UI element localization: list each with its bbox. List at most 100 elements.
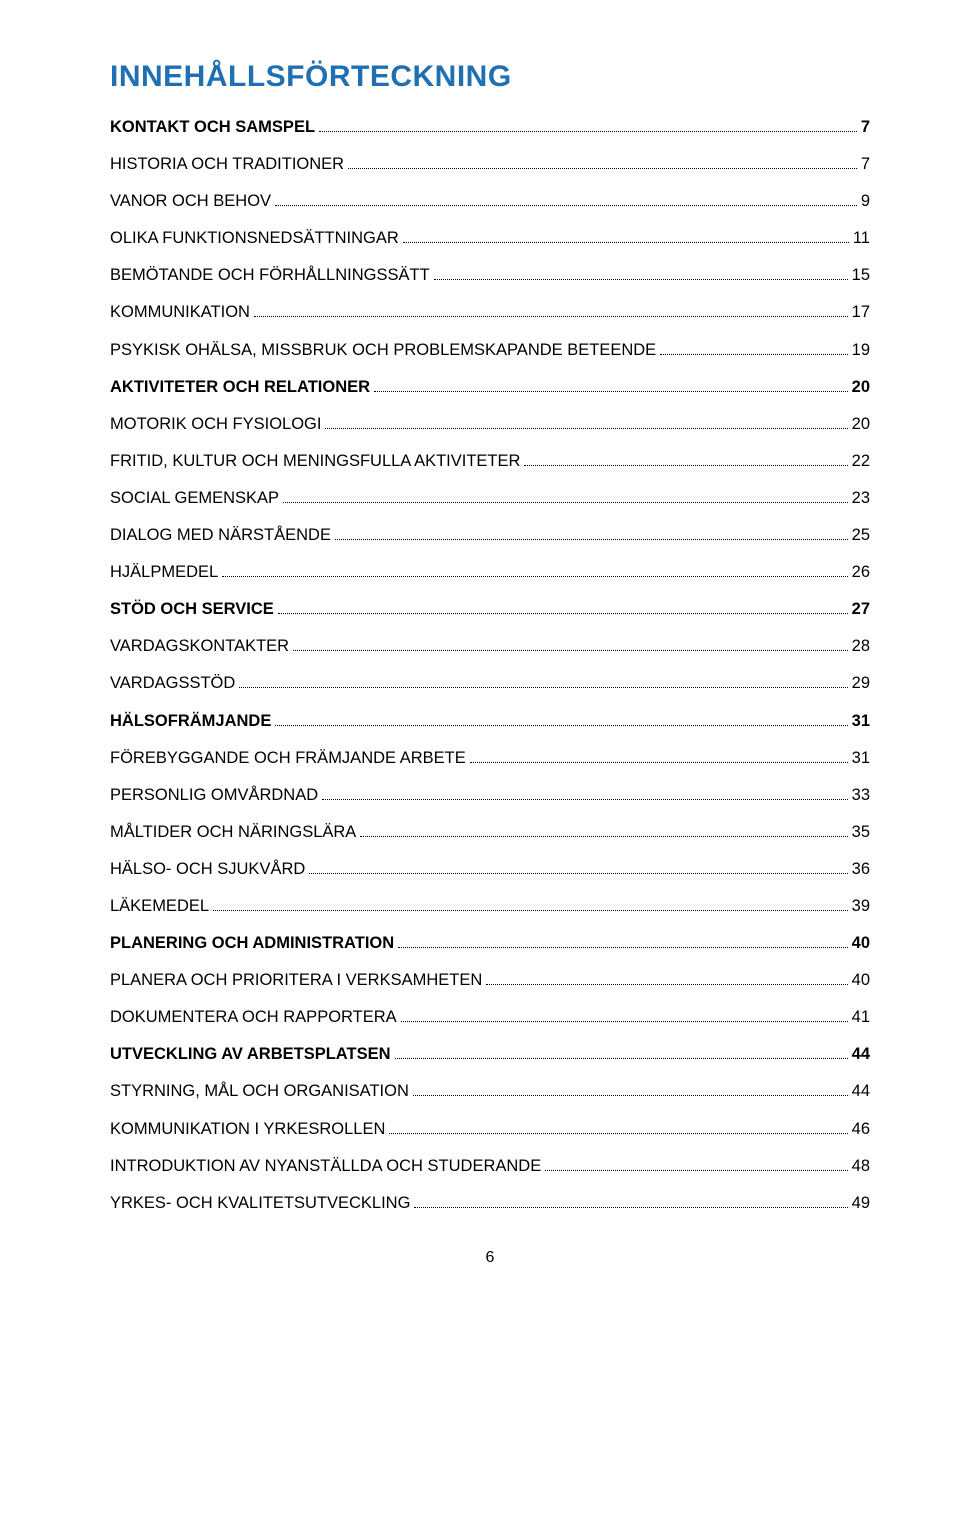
- toc-leader: [283, 490, 848, 503]
- toc-label: OLIKA FUNKTIONSNEDSÄTTNINGAR: [110, 227, 399, 250]
- toc-label: STYRNING, MÅL OCH ORGANISATION: [110, 1080, 409, 1103]
- toc-row: STYRNING, MÅL OCH ORGANISATION 44: [110, 1080, 870, 1103]
- toc-label: PSYKISK OHÄLSA, MISSBRUK OCH PROBLEMSKAP…: [110, 339, 656, 362]
- toc-label: MÅLTIDER OCH NÄRINGSLÄRA: [110, 821, 356, 844]
- toc-leader: [360, 824, 847, 837]
- toc-row: VANOR OCH BEHOV9: [110, 190, 870, 213]
- toc-page: 31: [852, 747, 870, 770]
- toc-row: KONTAKT OCH SAMSPEL7: [110, 116, 870, 139]
- toc-row: MÅLTIDER OCH NÄRINGSLÄRA 35: [110, 821, 870, 844]
- toc-leader: [486, 972, 847, 985]
- toc-row: HISTORIA OCH TRADITIONER 7: [110, 153, 870, 176]
- toc-page: 7: [861, 153, 870, 176]
- toc-leader: [398, 935, 847, 948]
- toc-page: 31: [852, 710, 870, 733]
- toc-leader: [413, 1083, 848, 1096]
- toc-leader: [403, 230, 849, 243]
- toc-page: 33: [852, 784, 870, 807]
- toc-label: INTRODUKTION AV NYANSTÄLLDA OCH STUDERAN…: [110, 1155, 541, 1178]
- toc-label: STÖD OCH SERVICE: [110, 598, 274, 621]
- toc-label: UTVECKLING AV ARBETSPLATSEN: [110, 1043, 391, 1066]
- toc-page: 44: [852, 1043, 870, 1066]
- toc-leader: [414, 1195, 847, 1208]
- toc-row: YRKES- OCH KVALITETSUTVECKLING 49: [110, 1192, 870, 1215]
- toc-leader: [470, 749, 848, 762]
- toc-label: HISTORIA OCH TRADITIONER: [110, 153, 344, 176]
- toc-label: HÄLSOFRÄMJANDE: [110, 710, 271, 733]
- toc-leader: [660, 341, 847, 354]
- toc-row: FÖREBYGGANDE OCH FRÄMJANDE ARBETE31: [110, 747, 870, 770]
- toc-leader: [293, 638, 848, 651]
- toc-row: UTVECKLING AV ARBETSPLATSEN 44: [110, 1043, 870, 1066]
- toc-page: 17: [852, 301, 870, 324]
- toc-row: VARDAGSSTÖD29: [110, 672, 870, 695]
- toc-label: BEMÖTANDE OCH FÖRHÅLLNINGSSÄTT: [110, 264, 430, 287]
- toc-page: 36: [852, 858, 870, 881]
- toc-leader: [325, 416, 847, 429]
- toc-label: PERSONLIG OMVÅRDNAD: [110, 784, 318, 807]
- toc-label: PLANERA OCH PRIORITERA I VERKSAMHETEN: [110, 969, 482, 992]
- toc-page: 23: [852, 487, 870, 510]
- toc-row: AKTIVITETER OCH RELATIONER 20: [110, 376, 870, 399]
- toc-label: AKTIVITETER OCH RELATIONER: [110, 376, 370, 399]
- page-title: INNEHÅLLSFÖRTECKNING: [110, 60, 870, 94]
- toc-label: YRKES- OCH KVALITETSUTVECKLING: [110, 1192, 410, 1215]
- toc-page: 49: [852, 1192, 870, 1215]
- toc-page: 35: [852, 821, 870, 844]
- toc-page: 46: [852, 1118, 870, 1141]
- toc-page: 19: [852, 339, 870, 362]
- toc-label: SOCIAL GEMENSKAP: [110, 487, 279, 510]
- toc-leader: [278, 601, 848, 614]
- toc-label: VARDAGSSTÖD: [110, 672, 235, 695]
- toc-leader: [254, 304, 848, 317]
- toc-label: PLANERING OCH ADMINISTRATION: [110, 932, 394, 955]
- toc-label: KONTAKT OCH SAMSPEL: [110, 116, 315, 139]
- toc-page: 40: [852, 969, 870, 992]
- toc-label: HJÄLPMEDEL: [110, 561, 218, 584]
- toc-row: BEMÖTANDE OCH FÖRHÅLLNINGSSÄTT 15: [110, 264, 870, 287]
- toc-leader: [309, 861, 847, 874]
- toc-row: KOMMUNIKATION I YRKESROLLEN 46: [110, 1118, 870, 1141]
- toc-row: PERSONLIG OMVÅRDNAD 33: [110, 784, 870, 807]
- toc-page: 25: [852, 524, 870, 547]
- toc-row: PLANERA OCH PRIORITERA I VERKSAMHETEN 40: [110, 969, 870, 992]
- toc-page: 22: [852, 450, 870, 473]
- toc-page: 44: [852, 1080, 870, 1103]
- toc-label: VANOR OCH BEHOV: [110, 190, 271, 213]
- toc-page: 40: [852, 932, 870, 955]
- toc-page: 15: [852, 264, 870, 287]
- toc-leader: [348, 156, 857, 169]
- toc-row: INTRODUKTION AV NYANSTÄLLDA OCH STUDERAN…: [110, 1155, 870, 1178]
- toc-page: 20: [852, 413, 870, 436]
- toc-row: FRITID, KULTUR OCH MENINGSFULLA AKTIVITE…: [110, 450, 870, 473]
- toc-row: MOTORIK OCH FYSIOLOGI20: [110, 413, 870, 436]
- toc-row: HÄLSOFRÄMJANDE 31: [110, 710, 870, 733]
- toc-leader: [374, 378, 848, 391]
- table-of-contents: KONTAKT OCH SAMSPEL7HISTORIA OCH TRADITI…: [110, 116, 870, 1215]
- toc-page: 39: [852, 895, 870, 918]
- toc-page: 28: [852, 635, 870, 658]
- toc-label: DIALOG MED NÄRSTÅENDE: [110, 524, 331, 547]
- toc-row: PLANERING OCH ADMINISTRATION 40: [110, 932, 870, 955]
- toc-leader: [524, 453, 847, 466]
- toc-row: SOCIAL GEMENSKAP 23: [110, 487, 870, 510]
- toc-label: KOMMUNIKATION I YRKESROLLEN: [110, 1118, 385, 1141]
- toc-row: OLIKA FUNKTIONSNEDSÄTTNINGAR 11: [110, 227, 870, 250]
- toc-leader: [395, 1046, 848, 1059]
- toc-page: 41: [852, 1006, 870, 1029]
- toc-label: FRITID, KULTUR OCH MENINGSFULLA AKTIVITE…: [110, 450, 520, 473]
- toc-label: VARDAGSKONTAKTER: [110, 635, 289, 658]
- toc-leader: [213, 898, 848, 911]
- toc-leader: [275, 193, 857, 206]
- toc-row: DIALOG MED NÄRSTÅENDE 25: [110, 524, 870, 547]
- toc-leader: [434, 267, 848, 280]
- toc-page: 11: [853, 227, 870, 250]
- toc-row: LÄKEMEDEL39: [110, 895, 870, 918]
- toc-row: STÖD OCH SERVICE27: [110, 598, 870, 621]
- toc-label: HÄLSO- OCH SJUKVÅRD: [110, 858, 305, 881]
- toc-leader: [322, 787, 848, 800]
- toc-page: 48: [852, 1155, 870, 1178]
- toc-leader: [275, 712, 847, 725]
- toc-page: 20: [852, 376, 870, 399]
- toc-leader: [239, 675, 847, 688]
